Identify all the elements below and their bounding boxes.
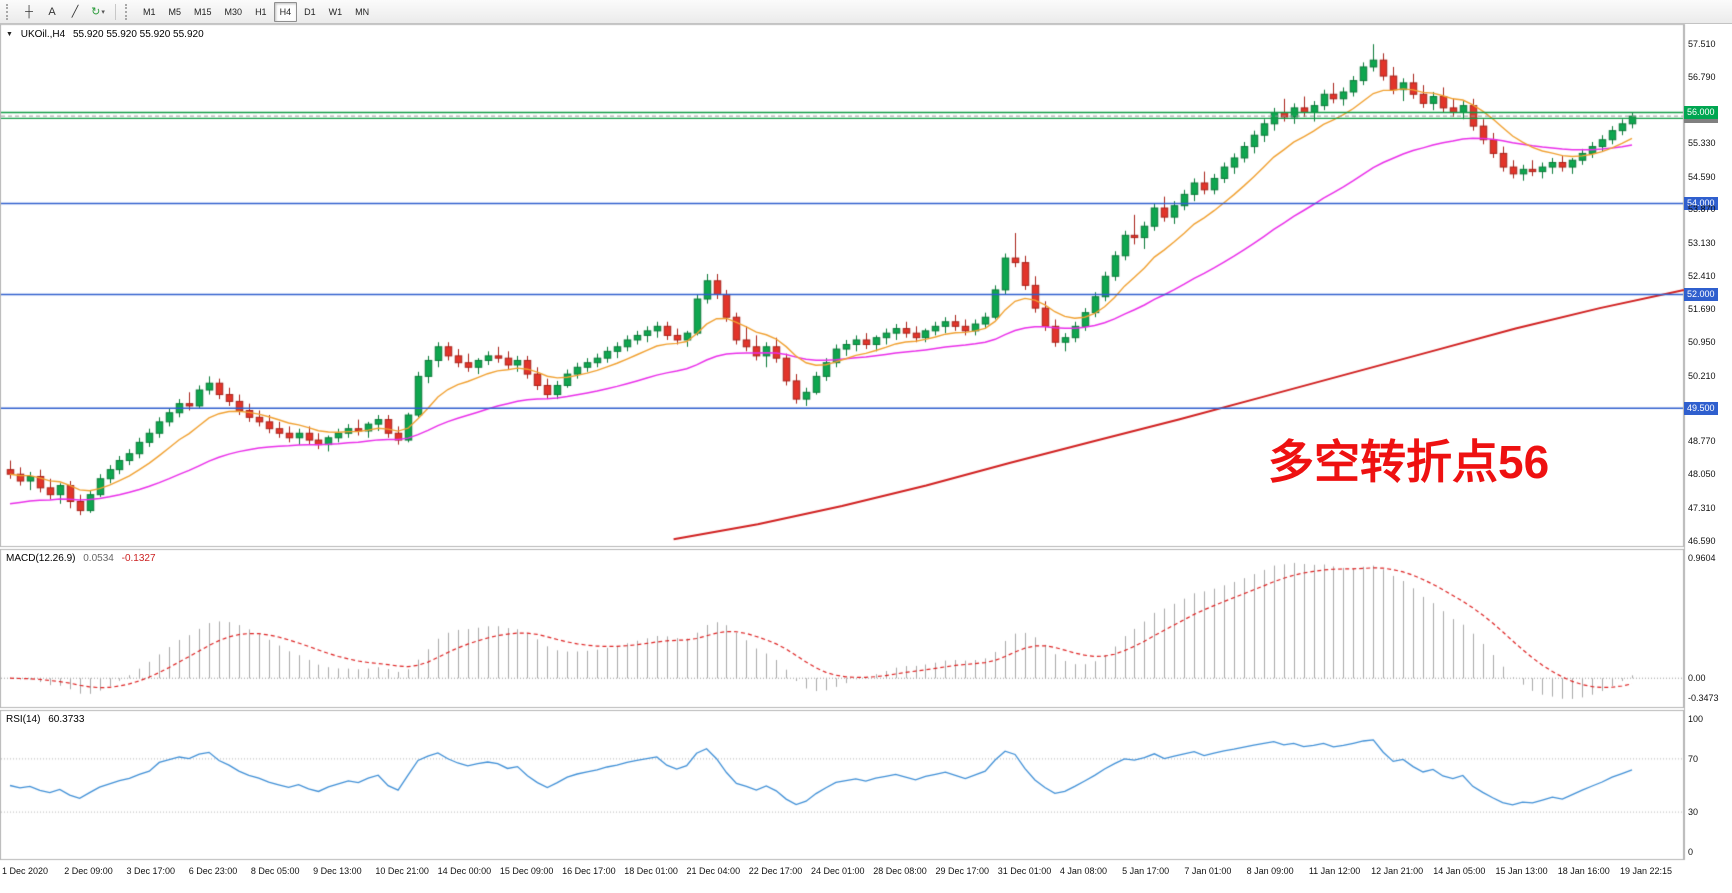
- crosshair-tool-icon: ┼: [25, 5, 33, 18]
- chart-ohlc-values: 55.920 55.920 55.920 55.920: [72, 29, 204, 40]
- time-axis-label: 24 Dec 01:00: [811, 866, 865, 876]
- price-axis-tick: 53.130: [1688, 238, 1716, 249]
- price-axis-tick: 53.870: [1688, 204, 1716, 215]
- price-axis-tick: 57.510: [1688, 38, 1716, 49]
- time-axis-label: 3 Dec 17:00: [126, 866, 175, 876]
- time-axis-label: 15 Dec 09:00: [499, 866, 554, 876]
- time-axis-label: 5 Jan 17:00: [1122, 866, 1170, 876]
- timeframe-m5[interactable]: M5: [168, 6, 182, 17]
- toolbar: ┼ A ╱ ↻ ▾ M1 M5 M15 M30 H1 H4 D1 W1 MN: [0, 0, 1732, 24]
- time-axis-label: 1 Dec 2020: [2, 866, 49, 876]
- timeframe-drag-handle[interactable]: [125, 3, 132, 20]
- timeframe-mn[interactable]: MN: [355, 6, 370, 17]
- time-axis-label: 14 Dec 00:00: [437, 866, 492, 876]
- price-axis-tick: 52.410: [1688, 270, 1716, 281]
- timeframe-w1[interactable]: W1: [328, 6, 343, 17]
- text-tool[interactable]: A: [41, 1, 63, 23]
- toolbar-tools-group: ┼ A ╱ ↻ ▾: [18, 1, 109, 23]
- time-axis-label: 22 Dec 17:00: [748, 866, 803, 876]
- macd-pane-header: MACD(12.26.9) 0.0534 -0.1327: [6, 553, 161, 564]
- time-axis-label: 16 Dec 17:00: [562, 866, 616, 876]
- timeframe-group: M1 M5 M15 M30 H1 H4 D1 W1 MN: [137, 1, 375, 22]
- time-axis-label: 8 Jan 09:00: [1246, 866, 1294, 876]
- main-pane-header: ▼ UKOil.,H4 55.920 55.920 55.920 55.920: [6, 29, 209, 40]
- time-axis-label: 14 Jan 05:00: [1433, 866, 1486, 876]
- time-axis-label: 28 Dec 08:00: [873, 866, 927, 876]
- rsi-pane-header: RSI(14) 60.3733: [6, 714, 89, 725]
- price-axis-tick: 47.310: [1688, 502, 1716, 513]
- time-axis-label: 8 Dec 05:00: [250, 866, 300, 876]
- trendline-tool[interactable]: ╱: [64, 1, 86, 23]
- time-axis-label: 19 Jan 22:15: [1620, 866, 1673, 876]
- time-axis-label: 12 Jan 21:00: [1371, 866, 1424, 876]
- chart-collapse-icon[interactable]: ▼: [6, 31, 13, 38]
- price-axis-tick: 46.590: [1688, 535, 1716, 546]
- price-badge-52.000: 52.000: [1684, 287, 1718, 301]
- time-axis-label: 11 Jan 12:00: [1308, 866, 1361, 876]
- time-axis-label: 10 Dec 21:00: [375, 866, 429, 876]
- price-axis-tick: 56.790: [1688, 71, 1716, 82]
- refresh-tool-icon: ↻: [91, 6, 101, 18]
- price-axis-tick: 50.950: [1688, 337, 1716, 348]
- refresh-tool[interactable]: ↻ ▾: [87, 1, 109, 23]
- macd-signal-value: -0.1327: [121, 553, 156, 564]
- refresh-tool-dropdown-icon[interactable]: ▾: [101, 8, 105, 16]
- time-axis-label: 7 Jan 01:00: [1184, 866, 1232, 876]
- time-axis-label: 18 Jan 16:00: [1557, 866, 1610, 876]
- time-axis-label: 18 Dec 01:00: [624, 866, 678, 876]
- timeframe-m1[interactable]: M1: [143, 6, 156, 17]
- chart-annotation-text[interactable]: 多空转折点56: [1268, 436, 1550, 488]
- time-axis-label: 4 Jan 08:00: [1059, 866, 1107, 876]
- rsi-axis-70: 70: [1688, 753, 1699, 764]
- price-axis-tick: 48.050: [1688, 469, 1716, 480]
- toolbar-separator: [115, 3, 116, 20]
- time-axis-label: 9 Dec 13:00: [313, 866, 362, 876]
- trendline-tool-icon: ╱: [71, 6, 79, 18]
- timeframe-m15[interactable]: M15: [194, 6, 212, 17]
- rsi-label: RSI(14): [6, 714, 41, 725]
- timeframe-h1[interactable]: H1: [255, 6, 267, 17]
- price-badge-49.500: 49.500: [1684, 401, 1718, 415]
- price-badge-56.000: 56.000: [1684, 105, 1718, 119]
- toolbar-drag-handle[interactable]: [6, 3, 13, 20]
- rsi-axis-0: 0: [1688, 847, 1694, 857]
- macd-axis-zero: 0.00: [1688, 673, 1706, 684]
- price-axis-tick: 51.690: [1688, 303, 1716, 314]
- rsi-axis-100: 100: [1688, 714, 1704, 724]
- time-axis-label: 6 Dec 23:00: [188, 866, 238, 876]
- timeframe-d1[interactable]: D1: [304, 6, 316, 17]
- price-badge-54.000: 54.000: [1684, 196, 1718, 210]
- rsi-value: 60.3733: [48, 714, 85, 725]
- text-tool-icon: A: [48, 5, 56, 18]
- macd-axis-min: -0.3473: [1688, 693, 1719, 703]
- macd-label: MACD(12.26.9): [6, 553, 76, 564]
- time-axis-label: 15 Jan 13:00: [1495, 866, 1548, 876]
- price-axis-tick: 55.330: [1688, 137, 1716, 148]
- time-axis-label: 31 Dec 01:00: [997, 866, 1052, 876]
- price-axis-tick: 54.590: [1688, 171, 1716, 182]
- macd-main-value: 0.0534: [83, 553, 114, 564]
- rsi-axis-30: 30: [1688, 807, 1699, 818]
- time-axis-label: 21 Dec 04:00: [686, 866, 741, 876]
- price-axis-tick: 50.210: [1688, 370, 1716, 381]
- price-axis-tick: 48.770: [1688, 436, 1716, 447]
- time-axis-label: 29 Dec 17:00: [935, 866, 989, 876]
- timeframe-m30[interactable]: M30: [224, 6, 243, 17]
- timeframe-h4[interactable]: H4: [273, 1, 298, 22]
- crosshair-tool[interactable]: ┼: [18, 1, 40, 23]
- time-axis-label: 2 Dec 09:00: [64, 866, 113, 876]
- macd-axis-max: 0.9604: [1688, 553, 1716, 563]
- chart-symbol-timeframe: UKOil.,H4: [20, 29, 66, 40]
